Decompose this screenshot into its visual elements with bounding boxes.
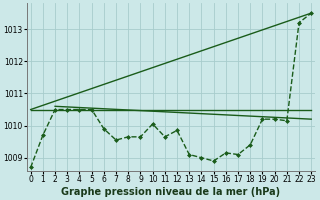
X-axis label: Graphe pression niveau de la mer (hPa): Graphe pression niveau de la mer (hPa) [61, 187, 281, 197]
